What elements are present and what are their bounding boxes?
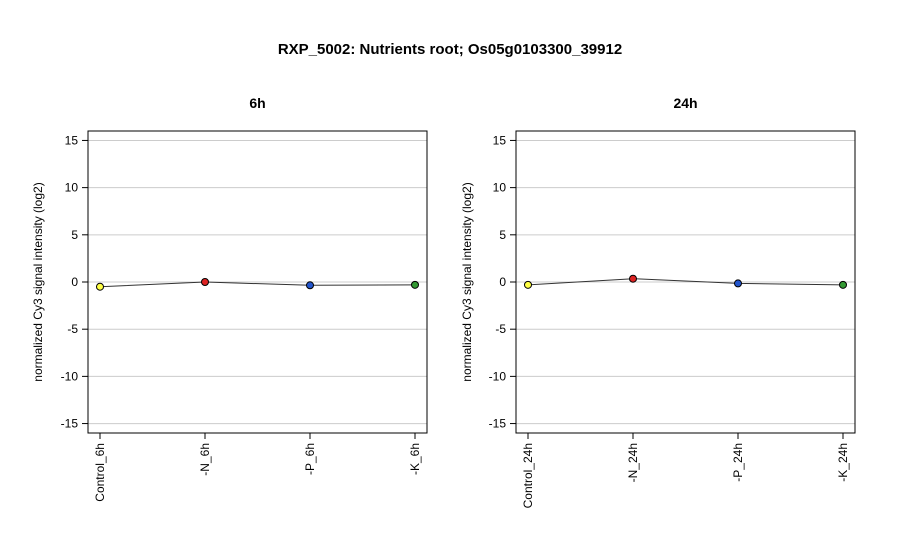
data-point--N_24h [629,274,637,283]
series-line [99,281,416,288]
y-tick-label: 10 [65,181,79,195]
data-point--N_6h [201,278,209,286]
data-point--K_24h [839,280,847,289]
y-tick-label: 10 [493,181,507,195]
y-tick-label: 15 [493,133,507,147]
y-tick-label: -5 [495,322,506,336]
panel-6h: 6h -15 -10 -5 0 5 10 15 normalized Cy3 signal in… [31,95,428,502]
x-tick-label: -P_6h [303,443,317,475]
data-point--P_6h [306,281,314,290]
y-tick-label: -10 [489,369,507,383]
x-tick-label: -K_6h [408,443,422,475]
y-tick-label: -15 [489,417,507,431]
panel-title: 6h [249,95,265,111]
y-tick-label: 15 [65,133,79,147]
panel-24h: 24h -15 -10 -5 0 5 10 15 normalized Cy3 signal i… [460,95,856,508]
data-point-Control_24h [524,280,532,289]
y-tick-label: 0 [499,275,506,289]
y-tick-label: -10 [61,369,79,383]
x-tick-label: -P_24h [731,443,745,482]
data-point-Control_6h [96,282,104,291]
data-point--P_24h [734,279,742,288]
panels-group: 6h -15 -10 -5 0 5 10 15 normalized Cy3 signal in… [31,95,856,508]
y-tick-label: 0 [71,275,78,289]
series-line [527,278,844,286]
y-axis-label: normalized Cy3 signal intensity (log2) [31,182,45,381]
x-tick-label: -N_6h [198,443,212,476]
y-tick-label: -15 [61,417,79,431]
y-axis-label: normalized Cy3 signal intensity (log2) [460,182,474,381]
plot-frame [87,130,428,434]
x-tick-label: -N_24h [626,443,640,482]
x-tick-label: Control_24h [521,443,535,508]
chart-main-title: RXP_5002: Nutrients root; Os05g0103300_3… [278,41,622,58]
y-tick-label: -5 [67,322,78,336]
panel-title: 24h [673,95,697,111]
y-tick-label: 5 [499,228,506,242]
x-tick-label: Control_6h [93,443,107,502]
data-point--K_6h [411,280,419,289]
y-tick-label: 5 [71,228,78,242]
x-tick-label: -K_24h [836,443,850,482]
plot-frame [515,130,856,434]
